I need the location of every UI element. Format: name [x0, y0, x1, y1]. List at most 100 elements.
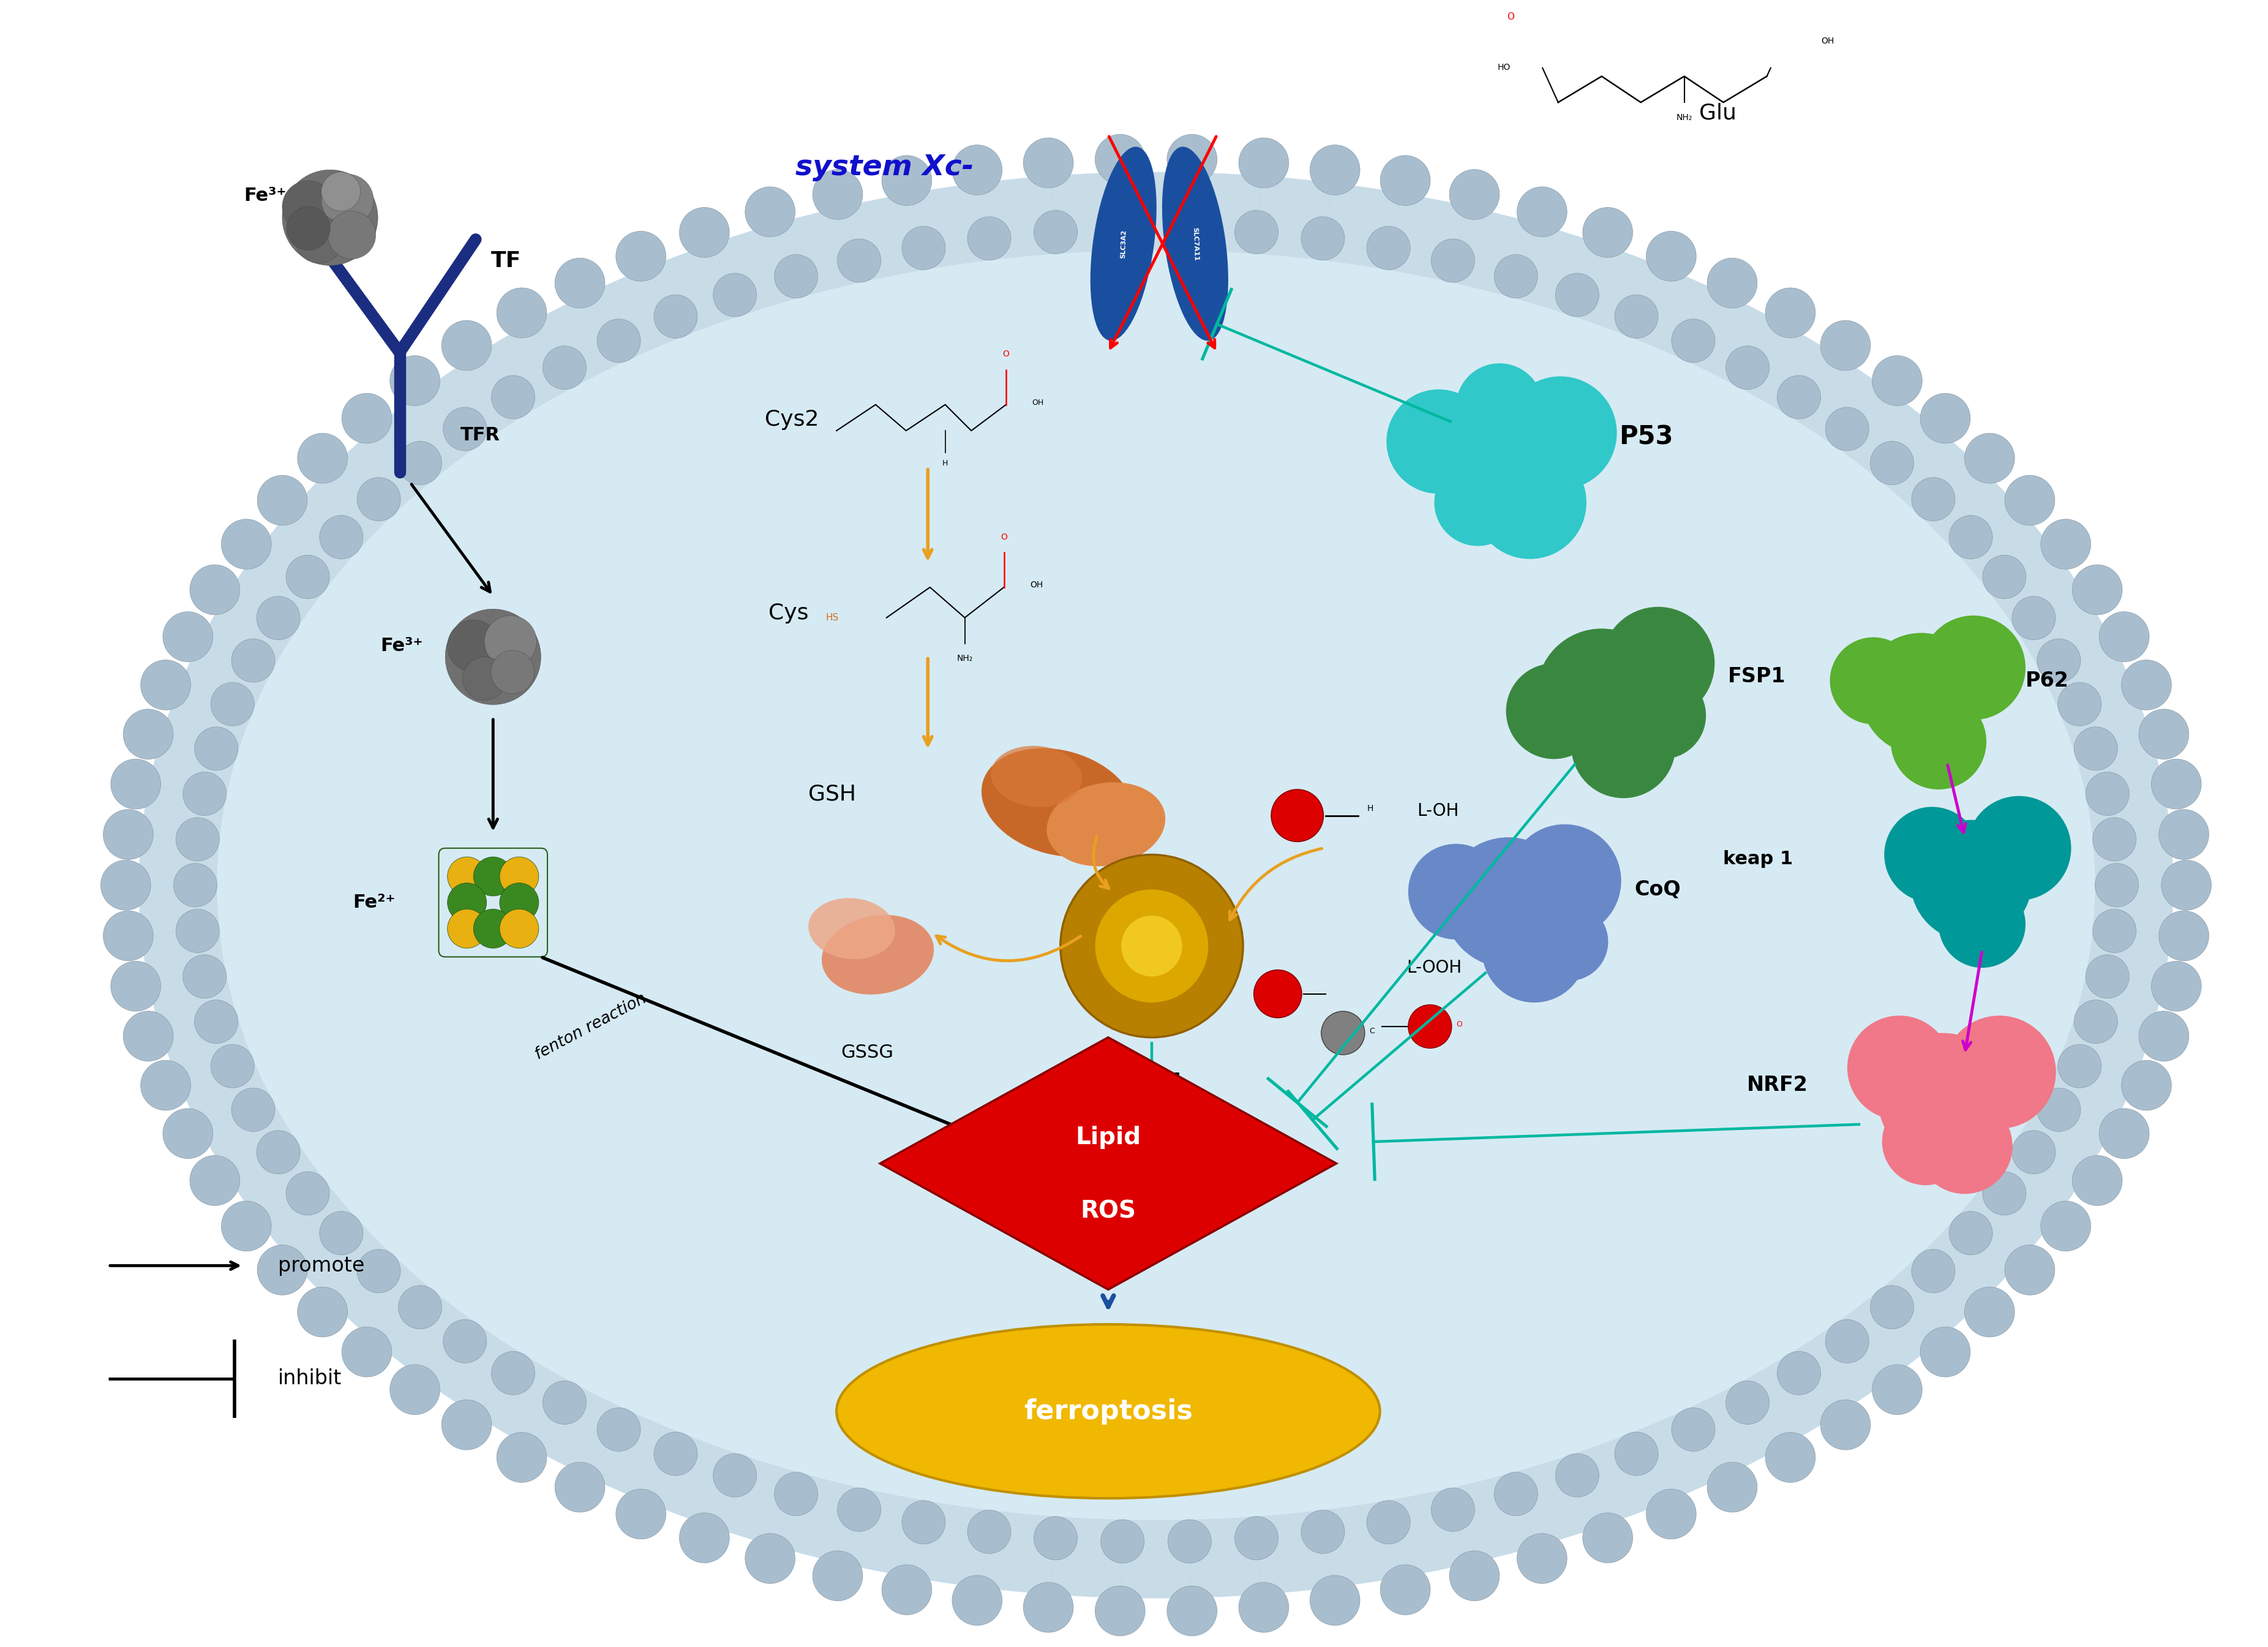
Circle shape: [1919, 394, 1971, 443]
Circle shape: [2150, 962, 2200, 1011]
Circle shape: [966, 1510, 1012, 1553]
Circle shape: [342, 1327, 392, 1377]
Circle shape: [1885, 807, 1980, 903]
Circle shape: [1912, 1250, 1955, 1293]
Circle shape: [678, 1514, 730, 1563]
Circle shape: [2057, 682, 2100, 726]
Circle shape: [882, 1565, 932, 1614]
Circle shape: [953, 145, 1002, 194]
Circle shape: [1408, 1005, 1452, 1047]
Circle shape: [463, 657, 506, 700]
Circle shape: [615, 1489, 667, 1538]
Circle shape: [163, 1108, 213, 1158]
Circle shape: [744, 1533, 794, 1583]
Ellipse shape: [991, 746, 1082, 807]
Circle shape: [2084, 772, 2130, 815]
Circle shape: [2139, 1011, 2189, 1061]
Text: L-OH: L-OH: [1418, 802, 1458, 820]
Circle shape: [1583, 208, 1633, 257]
Circle shape: [1309, 1575, 1359, 1626]
Circle shape: [1846, 1016, 1950, 1120]
Circle shape: [163, 611, 213, 662]
Ellipse shape: [1046, 782, 1166, 866]
FancyArrowPatch shape: [1102, 1296, 1114, 1306]
Circle shape: [222, 1201, 272, 1252]
Circle shape: [499, 909, 538, 949]
Circle shape: [1765, 1433, 1814, 1482]
Circle shape: [542, 1380, 585, 1425]
Circle shape: [1819, 1400, 1869, 1449]
Circle shape: [1860, 632, 1982, 754]
Circle shape: [1506, 664, 1601, 759]
Circle shape: [1408, 843, 1504, 939]
Circle shape: [322, 175, 374, 226]
Circle shape: [1238, 1583, 1288, 1632]
Circle shape: [1379, 1565, 1429, 1614]
Circle shape: [903, 1500, 946, 1543]
Circle shape: [2037, 1089, 2080, 1131]
FancyArrowPatch shape: [542, 957, 987, 1140]
Circle shape: [177, 909, 220, 952]
Circle shape: [1095, 889, 1209, 1003]
Circle shape: [1508, 824, 1622, 937]
Circle shape: [1672, 1408, 1715, 1451]
Circle shape: [837, 1487, 880, 1532]
Circle shape: [195, 1000, 238, 1044]
Circle shape: [1095, 1586, 1145, 1635]
Circle shape: [390, 356, 440, 405]
Circle shape: [211, 1044, 254, 1089]
Text: FSP1: FSP1: [1728, 667, 1785, 687]
Circle shape: [1615, 1431, 1658, 1476]
Circle shape: [231, 639, 274, 682]
Circle shape: [1168, 208, 1211, 250]
Circle shape: [882, 155, 932, 206]
Circle shape: [1964, 1286, 2014, 1337]
Circle shape: [556, 259, 606, 308]
Circle shape: [445, 609, 540, 705]
Circle shape: [1765, 288, 1814, 338]
Circle shape: [442, 407, 488, 451]
Circle shape: [122, 710, 172, 759]
Circle shape: [1619, 672, 1706, 759]
Text: ROS: ROS: [1080, 1199, 1136, 1224]
Text: HO: HO: [1497, 63, 1510, 71]
Circle shape: [1059, 855, 1243, 1038]
Circle shape: [1726, 1380, 1769, 1425]
Circle shape: [1601, 606, 1715, 720]
Circle shape: [172, 863, 218, 907]
Circle shape: [1495, 1472, 1538, 1515]
Circle shape: [2012, 1130, 2055, 1174]
Circle shape: [390, 1365, 440, 1415]
Circle shape: [1449, 170, 1499, 219]
Circle shape: [320, 1211, 363, 1255]
Circle shape: [442, 1400, 492, 1449]
Circle shape: [1472, 446, 1585, 558]
Text: Cys: Cys: [769, 603, 807, 624]
Circle shape: [111, 759, 161, 809]
FancyArrowPatch shape: [488, 720, 497, 828]
Circle shape: [1254, 970, 1302, 1018]
Circle shape: [2071, 565, 2121, 614]
Ellipse shape: [138, 171, 2173, 1598]
Circle shape: [320, 516, 363, 558]
Circle shape: [1826, 407, 1869, 451]
Circle shape: [2091, 817, 2136, 861]
Ellipse shape: [837, 1324, 1379, 1499]
Text: keap 1: keap 1: [1724, 850, 1792, 868]
Circle shape: [1095, 135, 1145, 184]
Circle shape: [596, 320, 640, 362]
Circle shape: [2161, 860, 2211, 911]
Circle shape: [596, 1408, 640, 1451]
Circle shape: [1495, 255, 1538, 298]
Circle shape: [812, 1551, 862, 1601]
Circle shape: [1615, 295, 1658, 338]
Circle shape: [222, 519, 272, 570]
FancyArrowPatch shape: [1093, 837, 1109, 888]
Text: GPX4: GPX4: [1120, 1072, 1182, 1092]
Circle shape: [653, 1431, 696, 1476]
Text: Glu: Glu: [1699, 102, 1737, 124]
Circle shape: [2084, 955, 2130, 998]
Circle shape: [497, 288, 547, 338]
Circle shape: [1982, 1171, 2025, 1215]
Circle shape: [1819, 321, 1869, 371]
